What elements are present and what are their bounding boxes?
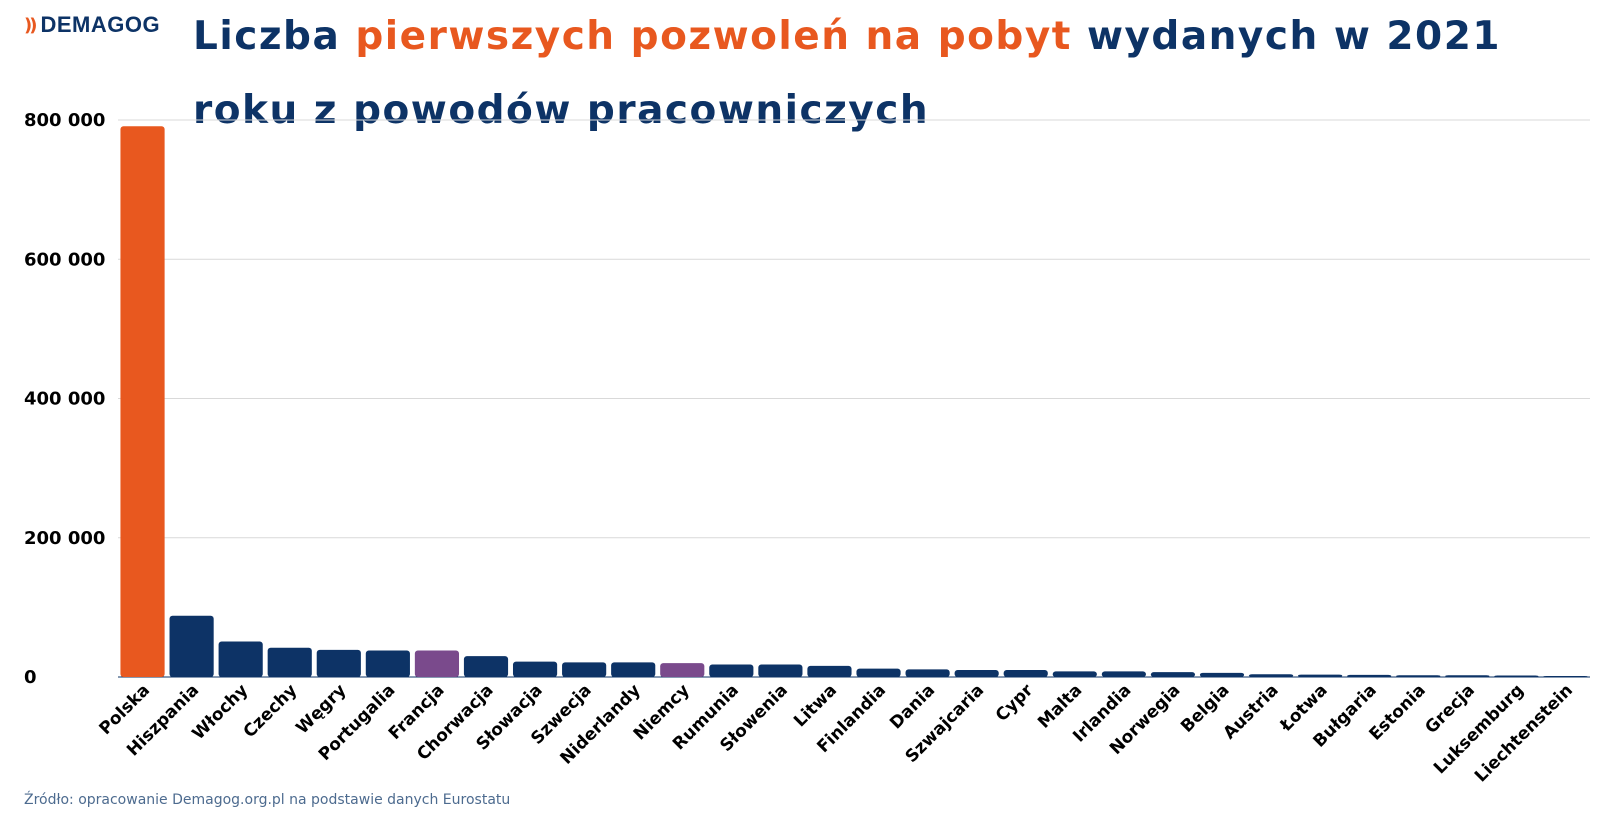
bar — [512, 661, 558, 677]
y-tick-label: 400 000 — [24, 389, 105, 410]
x-category-label: Austria — [1220, 680, 1283, 743]
bar — [562, 662, 607, 677]
bar — [1150, 672, 1196, 677]
bar — [1445, 675, 1490, 677]
bar — [1101, 671, 1146, 677]
bar — [905, 669, 950, 677]
bar — [414, 650, 460, 677]
bar — [1199, 672, 1245, 677]
bar — [1298, 674, 1343, 677]
title-part1: Liczba — [193, 14, 356, 59]
bar — [218, 641, 263, 677]
x-category-label: Cypr — [992, 680, 1038, 726]
x-category-label: Czechy — [240, 680, 302, 742]
bar — [1248, 674, 1294, 677]
demagog-logo: )) DEMAGOG — [24, 12, 160, 38]
bar — [316, 649, 361, 677]
bar — [807, 665, 852, 677]
y-tick-label: 800 000 — [24, 110, 105, 131]
bar — [1052, 671, 1097, 677]
bar — [267, 647, 312, 677]
bar — [169, 615, 214, 677]
bar — [954, 670, 999, 677]
bar — [463, 656, 509, 677]
bar — [120, 126, 165, 678]
bar — [365, 650, 410, 677]
bar — [856, 668, 901, 677]
y-tick-label: 200 000 — [24, 528, 105, 549]
bar — [611, 662, 656, 677]
y-tick-label: 600 000 — [24, 249, 105, 270]
logo-text: DEMAGOG — [40, 12, 161, 37]
chart-title: Liczba pierwszych pozwoleń na pobyt wyda… — [193, 0, 1583, 148]
title-highlight: pierwszych pozwoleń na pobyt — [355, 14, 1072, 59]
bar — [1347, 674, 1392, 677]
bar — [1003, 670, 1048, 677]
bar — [1396, 675, 1441, 677]
y-tick-label: 0 — [24, 667, 37, 688]
bar — [1494, 675, 1539, 677]
bar — [709, 664, 754, 677]
bar — [660, 663, 705, 677]
bar — [1543, 676, 1588, 677]
source-note: Źródło: opracowanie Demagog.org.pl na po… — [24, 792, 511, 808]
title-part2: wydanych w 2021 roku z powodów pracownic… — [193, 14, 1501, 133]
bar — [758, 664, 803, 677]
double-chevron-icon: )) — [24, 14, 38, 36]
